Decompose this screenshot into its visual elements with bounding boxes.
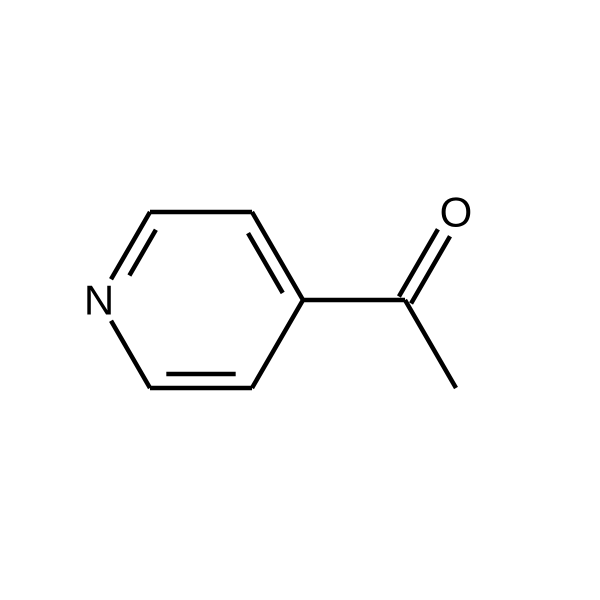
molecule-canvas: NO xyxy=(0,0,600,600)
bond-C2-C3-inner xyxy=(248,233,283,293)
bond-C3-C4 xyxy=(252,300,303,388)
atom-label-O: O xyxy=(440,189,473,236)
bond-C5-N xyxy=(111,321,150,388)
atom-label-N: N xyxy=(84,277,114,324)
bond-C6-C7 xyxy=(405,300,456,388)
